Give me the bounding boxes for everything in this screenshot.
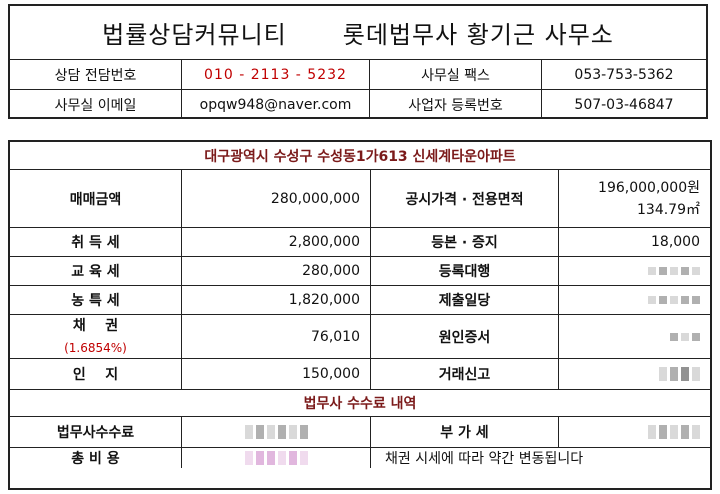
bond-rate: (1.6854%) (64, 340, 127, 355)
community-name: 법률상담커뮤니티 (102, 21, 287, 49)
bond-label-cell: 채 권 (1.6854%) (10, 315, 182, 358)
bond-price-note: 채권 시세에 따라 약간 변동됩니다 (385, 451, 584, 467)
certificate-stamp-label: 등본 · 증지 (371, 228, 559, 256)
exclusive-area-value: 134.79㎡ (637, 201, 700, 218)
transaction-report-value (559, 359, 710, 389)
property-address: 대구광역시 수성구 수성동1가613 신세계타운아파트 (204, 148, 516, 165)
email-value[interactable]: opqw948@naver.com (182, 90, 370, 119)
total-cost-value (182, 448, 371, 468)
fee-row: 교 육 세 280,000 등록대행 (10, 257, 710, 286)
stamp-tax-label: 인 지 (10, 359, 182, 389)
fax-label: 사무실 팩스 (370, 60, 542, 89)
cause-document-label: 원인증서 (371, 315, 559, 358)
office-header: 법률상담커뮤니티 롯데법무사 황기근 사무소 상담 전담번호 010 - 211… (8, 4, 708, 119)
address-row: 대구광역시 수성구 수성동1가613 신세계타운아파트 (10, 142, 710, 170)
official-price-value: 196,000,000원 (598, 179, 700, 196)
redacted-mosaic (244, 425, 308, 439)
total-row: 총 비 용 채권 시세에 따라 약간 변동됩니다 (10, 448, 710, 468)
cost-estimate-table: 대구광역시 수성구 수성동1가613 신세계타운아파트 매매금액 280,000… (8, 140, 712, 490)
service-fee-label: 법무사수수료 (10, 417, 182, 447)
sale-price-label: 매매금액 (10, 170, 182, 227)
vat-value (559, 417, 710, 447)
fee-row: 취 득 세 2,800,000 등본 · 증지 18,000 (10, 228, 710, 257)
redacted-mosaic (648, 267, 700, 275)
consult-phone-label: 상담 전담번호 (10, 60, 182, 89)
registration-agency-label: 등록대행 (371, 257, 559, 285)
service-fee-row: 법무사수수료 부 가 세 (10, 417, 710, 448)
submission-fee-label: 제출일당 (371, 286, 559, 314)
business-number-value: 507-03-46847 (574, 96, 674, 113)
business-number-label: 사업자 등록번호 (370, 90, 542, 119)
total-cost-label: 총 비 용 (10, 448, 182, 468)
cause-document-value (559, 315, 710, 358)
acquisition-tax-value: 2,800,000 (182, 228, 371, 256)
sale-price-value: 280,000,000 (182, 170, 371, 227)
redacted-mosaic (244, 451, 308, 465)
office-title: 법률상담커뮤니티 롯데법무사 황기근 사무소 (10, 6, 706, 60)
contact-row-email: 사무실 이메일 opqw948@naver.com 사업자 등록번호 507-0… (10, 90, 706, 119)
bond-value: 76,010 (182, 315, 371, 358)
rural-tax-label: 농 특 세 (10, 286, 182, 314)
email-label: 사무실 이메일 (10, 90, 182, 119)
fee-row: 인 지 150,000 거래신고 (10, 359, 710, 390)
education-tax-label: 교 육 세 (10, 257, 182, 285)
official-price-label: 공시가격 · 전용면적 (371, 170, 559, 227)
service-fee-section-title: 법무사 수수료 내역 (303, 396, 417, 412)
redacted-mosaic (670, 332, 700, 341)
redacted-mosaic (659, 367, 700, 381)
transaction-report-label: 거래신고 (371, 359, 559, 389)
registration-agency-value (559, 257, 710, 285)
redacted-mosaic (648, 425, 700, 439)
education-tax-value: 280,000 (182, 257, 371, 285)
bond-label: 채 권 (72, 317, 119, 334)
official-price-cell: 196,000,000원 134.79㎡ (559, 170, 710, 227)
certificate-stamp-value: 18,000 (651, 234, 700, 250)
fax-value: 053-753-5362 (574, 66, 674, 83)
rural-tax-value: 1,820,000 (182, 286, 371, 314)
acquisition-tax-label: 취 득 세 (10, 228, 182, 256)
vat-label: 부 가 세 (371, 417, 559, 447)
fee-row: 채 권 (1.6854%) 76,010 원인증서 (10, 315, 710, 359)
submission-fee-value (559, 286, 710, 314)
service-fee-section-row: 법무사 수수료 내역 (10, 390, 710, 417)
office-name: 롯데법무사 황기근 사무소 (342, 21, 614, 49)
redacted-mosaic (648, 296, 700, 304)
consult-phone-value[interactable]: 010 - 2113 - 5232 (182, 60, 370, 89)
contact-row-phone: 상담 전담번호 010 - 2113 - 5232 사무실 팩스 053-753… (10, 60, 706, 90)
stamp-tax-value: 150,000 (182, 359, 371, 389)
sale-row: 매매금액 280,000,000 공시가격 · 전용면적 196,000,000… (10, 170, 710, 228)
fee-row: 농 특 세 1,820,000 제출일당 (10, 286, 710, 315)
service-fee-value (182, 417, 371, 447)
